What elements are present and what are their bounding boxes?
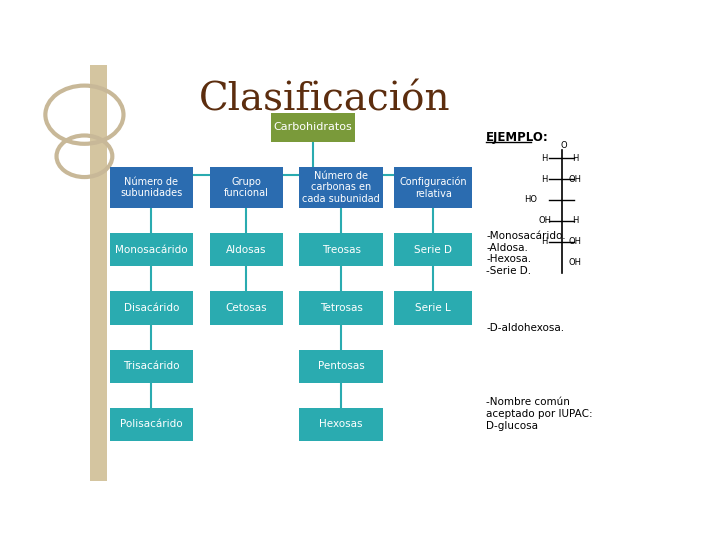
Text: Monosacárido: Monosacárido [115, 245, 188, 255]
Text: -Monosacárido.
-Aldosa.
-Hexosa.
-Serie D.: -Monosacárido. -Aldosa. -Hexosa. -Serie … [486, 231, 566, 276]
FancyBboxPatch shape [300, 233, 383, 266]
FancyBboxPatch shape [300, 349, 383, 383]
FancyBboxPatch shape [109, 233, 193, 266]
Text: Pentosas: Pentosas [318, 361, 364, 372]
Text: Disacárido: Disacárido [124, 303, 179, 313]
FancyBboxPatch shape [90, 65, 107, 481]
Text: Configuración
relativa: Configuración relativa [400, 177, 467, 199]
FancyBboxPatch shape [109, 408, 193, 441]
FancyBboxPatch shape [109, 167, 193, 208]
Text: O: O [561, 141, 567, 150]
Text: Número de
subunidades: Número de subunidades [120, 177, 182, 198]
Text: H: H [572, 154, 579, 163]
FancyBboxPatch shape [300, 292, 383, 325]
FancyBboxPatch shape [210, 233, 282, 266]
Text: H: H [541, 237, 548, 246]
FancyBboxPatch shape [210, 292, 282, 325]
Text: OH: OH [569, 174, 582, 184]
Text: Serie D: Serie D [414, 245, 452, 255]
Text: Serie L: Serie L [415, 303, 451, 313]
Text: Clasificación: Clasificación [199, 82, 450, 118]
FancyBboxPatch shape [300, 167, 383, 208]
Text: Hexosas: Hexosas [320, 420, 363, 429]
Text: Carbohidratos: Carbohidratos [274, 122, 353, 132]
FancyBboxPatch shape [394, 167, 472, 208]
Text: Treosas: Treosas [322, 245, 361, 255]
Text: -Nombre común
aceptado por IUPAC:
D-glucosa: -Nombre común aceptado por IUPAC: D-gluc… [486, 397, 593, 430]
Text: OH: OH [539, 216, 552, 225]
Text: Tetrosas: Tetrosas [320, 303, 363, 313]
Text: H: H [572, 216, 579, 225]
Text: H: H [541, 154, 548, 163]
Text: Aldosas: Aldosas [226, 245, 266, 255]
Text: Polisacárido: Polisacárido [120, 420, 183, 429]
Text: H: H [541, 174, 548, 184]
Text: -D-aldohexosa.: -D-aldohexosa. [486, 322, 564, 333]
Text: HO: HO [524, 195, 537, 205]
Text: OH: OH [569, 237, 582, 246]
Text: Grupo
funcional: Grupo funcional [224, 177, 269, 198]
FancyBboxPatch shape [271, 113, 355, 141]
FancyBboxPatch shape [394, 292, 472, 325]
Text: OH: OH [569, 258, 582, 267]
Text: Número de
carbonas en
cada subunidad: Número de carbonas en cada subunidad [302, 171, 380, 204]
Text: EJEMPLO:: EJEMPLO: [486, 131, 549, 144]
FancyBboxPatch shape [109, 349, 193, 383]
FancyBboxPatch shape [210, 167, 282, 208]
Text: Cetosas: Cetosas [225, 303, 267, 313]
FancyBboxPatch shape [394, 233, 472, 266]
FancyBboxPatch shape [300, 408, 383, 441]
Text: Trisacárido: Trisacárido [123, 361, 179, 372]
FancyBboxPatch shape [109, 292, 193, 325]
